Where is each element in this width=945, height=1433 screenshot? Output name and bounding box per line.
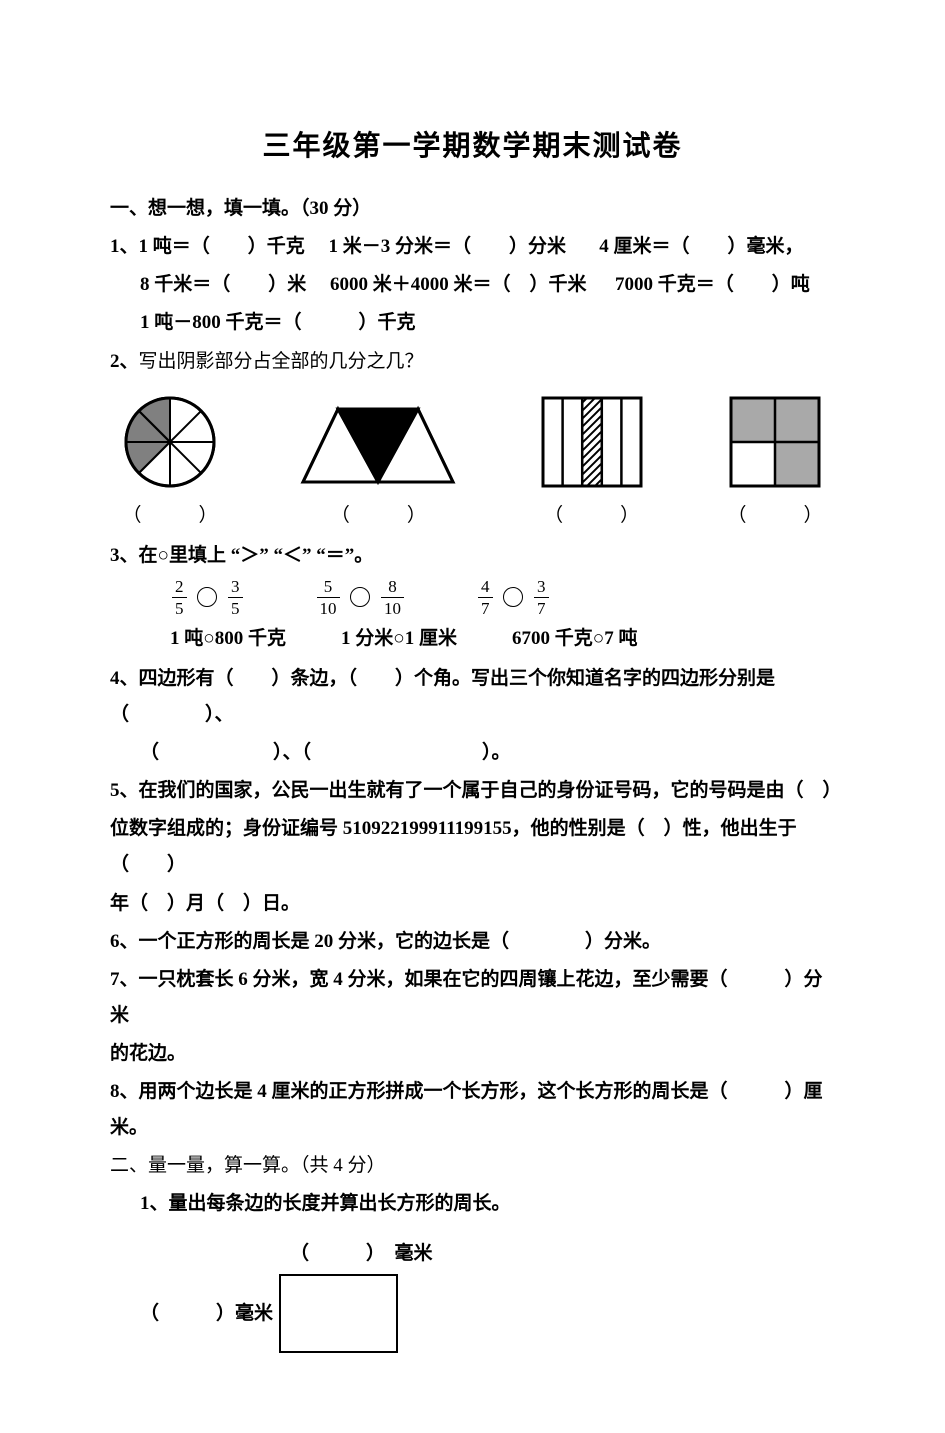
q7-line2: 的花边。 [110, 1036, 835, 1072]
q3-cmp1: 25 35 [170, 578, 245, 617]
q1-line2: 8 千米＝（ ）米 6000 米＋4000 米＝（ ）千米 7000 千克＝（ … [110, 267, 835, 303]
q2-fig2: （ ） [298, 397, 458, 534]
measure-block: （ ） 毫米 （ ）毫米 [110, 1236, 835, 1353]
q2-prompt: 2、2、写出阴影部分占全部的几分之几？写出阴影部分占全部的几分之几？ [110, 344, 835, 380]
q5-line1: 5、在我们的国家，公民一出生就有了一个属于自己的身份证号码，它的号码是由（ ） [110, 773, 835, 809]
q3-row1: 25 35 510 810 47 37 [110, 578, 835, 617]
q2-fig1: （ ） [120, 392, 220, 534]
measure-rectangle [279, 1274, 398, 1353]
q6: 6、一个正方形的周长是 20 分米，它的边长是（ ）分米。 [110, 924, 835, 960]
q3-cmp3: 47 37 [476, 578, 551, 617]
q2-cap3: （ ） [537, 498, 647, 534]
q3-row2: 1 吨○800 千克 1 分米○1 厘米 6700 千克○7 吨 [110, 621, 835, 657]
circle-blank-icon [350, 587, 370, 607]
q1-2b: 6000 米＋4000 米＝（ ）千米 [330, 274, 587, 295]
q1-2c: 7000 千克＝（ ）吨 [615, 274, 810, 295]
q8: 8、用两个边长是 4 厘米的正方形拼成一个长方形，这个长方形的周长是（ ）厘米。 [110, 1074, 835, 1146]
pie-icon [120, 392, 220, 492]
section2-heading: 二、量一量，算一算。（共 4 分） [110, 1148, 835, 1184]
q2-fig3: （ ） [537, 392, 647, 534]
q1-2a: 8 千米＝（ ）米 [140, 274, 306, 295]
q1-line1: 1、1 吨＝（ ）千克 1 米－3 分米＝（ ）分米 4 厘米＝（ ）毫米， [110, 229, 835, 265]
s2-q1: 1、量出每条边的长度并算出长方形的周长。 [110, 1186, 835, 1222]
q1-1b: 1 米－3 分米＝（ ）分米 [329, 236, 567, 257]
q1-line3: 1 吨－800 千克＝（ ）千克 [110, 305, 835, 341]
exam-page: 三年级第一学期数学期末测试卷 一、想一想，填一填。（30 分） 1、1 吨＝（ … [0, 0, 945, 1433]
q2-cap4: （ ） [725, 498, 825, 534]
circle-blank-icon [197, 587, 217, 607]
section1-heading: 一、想一想，填一填。（30 分） [110, 191, 835, 227]
page-title: 三年级第一学期数学期末测试卷 [110, 120, 835, 173]
q3-prompt: 3、在○里填上 “＞” “＜” “＝”。 [110, 538, 835, 574]
q1-1a: 1、1 吨＝（ ）千克 [110, 236, 305, 257]
q7-line1: 7、一只枕套长 6 分米，宽 4 分米，如果在它的四周镶上花边，至少需要（ ）分… [110, 962, 835, 1034]
q2-figures: （ ） （ ） [110, 392, 835, 534]
q2-cap1: （ ） [120, 498, 220, 534]
q4-line1: 4、四边形有（ ）条边，（ ）个角。写出三个你知道名字的四边形分别是（ ）、 [110, 661, 835, 733]
q1-1c: 4 厘米＝（ ）毫米， [599, 236, 803, 257]
q3-cmp2: 510 810 [315, 578, 407, 617]
measure-left-label: （ ）毫米 [140, 1296, 273, 1332]
q2-fig4: （ ） [725, 392, 825, 534]
q5-line3: 年（ ）月（ ）日。 [110, 886, 835, 922]
stripes-icon [537, 392, 647, 492]
trapezoid-icon [298, 397, 458, 492]
q3-r2c: 6700 千克○7 吨 [512, 621, 637, 657]
grid-icon [725, 392, 825, 492]
measure-top-label: （ ） 毫米 [140, 1236, 835, 1272]
q5-line2: 位数字组成的；身份证编号 510922199911199155，他的性别是（ ）… [110, 811, 835, 883]
q2-cap2: （ ） [298, 498, 458, 534]
q3-r2b: 1 分米○1 厘米 [341, 621, 457, 657]
q4-line2: （ ）、（ ）。 [110, 735, 835, 771]
q3-r2a: 1 吨○800 千克 [170, 621, 286, 657]
circle-blank-icon [503, 587, 523, 607]
